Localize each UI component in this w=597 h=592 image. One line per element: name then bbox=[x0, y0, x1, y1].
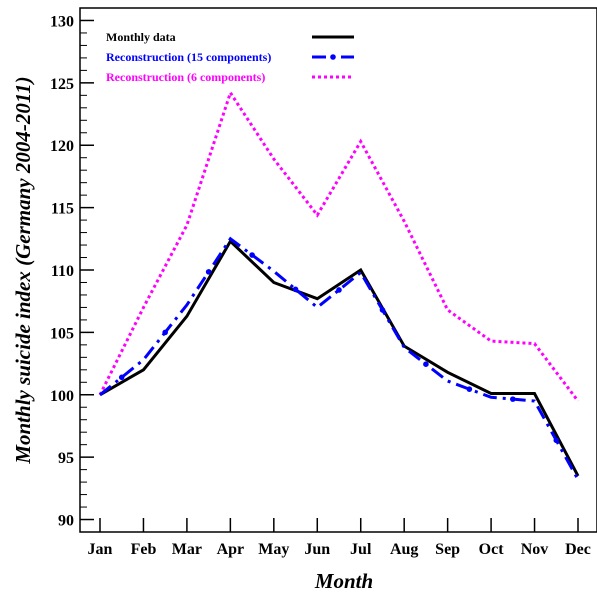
series-point bbox=[205, 269, 212, 275]
x-tick-label: Jul bbox=[350, 541, 372, 558]
y-tick-label: 130 bbox=[50, 13, 74, 30]
x-tick-label: Sep bbox=[435, 541, 460, 558]
y-tick-label: 100 bbox=[50, 388, 74, 405]
series-point bbox=[510, 396, 516, 402]
x-tick-label: Apr bbox=[217, 541, 245, 558]
series-point bbox=[336, 287, 342, 293]
y-tick-label: 105 bbox=[50, 325, 74, 342]
y-tick-label: 90 bbox=[58, 513, 74, 530]
y-axis: 90 95 100 105 110 115 120 125 130 bbox=[50, 13, 94, 530]
series-line bbox=[98, 89, 580, 402]
plot-frame bbox=[79, 7, 597, 533]
series-line bbox=[99, 236, 580, 481]
series-point bbox=[162, 329, 168, 336]
x-axis: Jan Feb Mar Apr May Jun Jul Aug Sep Oct Nov Dec bbox=[88, 518, 591, 558]
y-tick-label: 120 bbox=[50, 138, 74, 155]
series-line bbox=[99, 238, 580, 477]
x-axis-title: Month bbox=[314, 569, 373, 592]
x-tick-label: Mar bbox=[172, 541, 202, 558]
x-tick-label: Aug bbox=[390, 541, 418, 558]
x-tick-label: Jan bbox=[88, 541, 113, 558]
legend-marker bbox=[330, 54, 336, 60]
y-tick-label: 115 bbox=[51, 201, 74, 218]
x-tick-label: Dec bbox=[565, 541, 591, 558]
series-point bbox=[118, 374, 125, 381]
series-point bbox=[423, 361, 429, 367]
y-axis-title: Monthly suicide index (Germany 2004-2011… bbox=[11, 76, 35, 464]
x-tick-label: Feb bbox=[131, 541, 157, 558]
x-tick-label: May bbox=[258, 541, 289, 558]
series-point bbox=[379, 307, 386, 313]
series-layer bbox=[98, 89, 580, 481]
y-tick-label: 110 bbox=[51, 263, 74, 280]
legend-label: Reconstruction (15 components) bbox=[106, 50, 271, 64]
series-point bbox=[292, 286, 299, 293]
series-point bbox=[466, 386, 473, 392]
x-tick-label: Jun bbox=[304, 541, 330, 558]
y-tick-label: 125 bbox=[50, 76, 74, 93]
x-tick-label: Nov bbox=[521, 541, 549, 558]
legend-label: Monthly data bbox=[106, 30, 176, 44]
series-point bbox=[553, 437, 560, 444]
legend-label: Reconstruction (6 components) bbox=[106, 70, 265, 84]
x-tick-label: Oct bbox=[479, 541, 505, 558]
legend: Monthly data Reconstruction (15 component… bbox=[106, 30, 354, 84]
y-tick-label: 95 bbox=[58, 450, 74, 467]
series-point bbox=[249, 252, 255, 258]
